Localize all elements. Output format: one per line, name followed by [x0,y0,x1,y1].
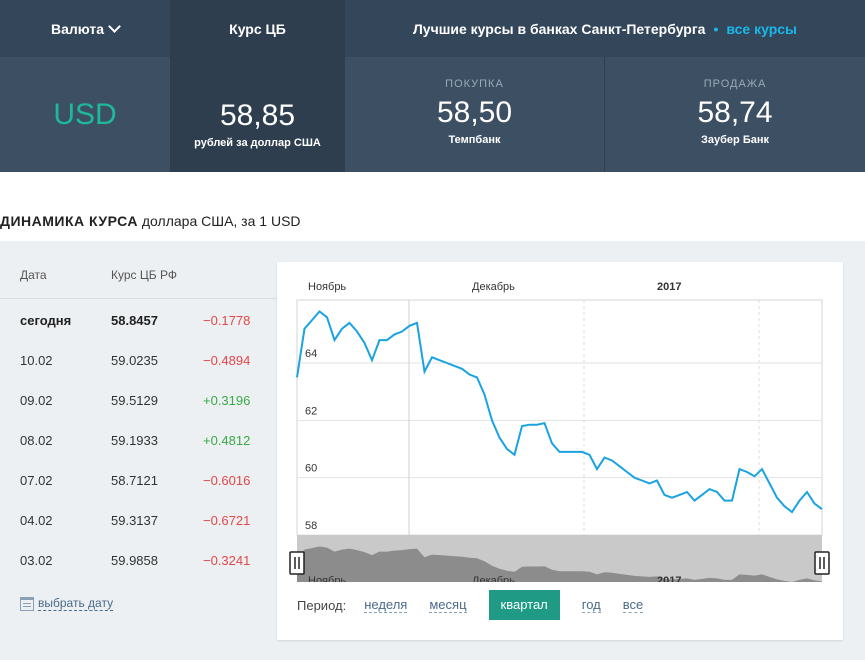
y-tick-label: 60 [305,463,317,475]
period-option-3[interactable]: год [581,597,601,613]
navigator-area [297,546,822,582]
currency-dropdown-label: Валюта [50,20,105,37]
row-date: 07.02 [20,473,53,488]
row-rate: 58.8457 [111,313,158,328]
all-rates-link[interactable]: все курсы [726,20,797,37]
table-row: 07.02 58.7121 −0.6016 [0,461,278,501]
table-row: 10.02 59.0235 −0.4894 [0,341,278,381]
column-rate: Курс ЦБ РФ [111,268,177,282]
row-change: −0.6721 [203,513,251,528]
y-tick-label: 64 [305,348,317,360]
period-label: Период: [297,597,347,613]
row-rate: 59.9858 [111,553,158,568]
table-row: 04.02 59.3137 −0.6721 [0,501,278,541]
row-change: +0.4812 [203,433,251,448]
cb-rate-value: 58,85 [219,99,296,132]
column-date: Дата [20,268,47,282]
row-rate: 59.3137 [111,513,158,528]
table-row: 09.02 59.5129 +0.3196 [0,381,278,421]
rate-chart: 58 60 62 64 Ноябрь Декабрь 2017 Ноябрь Декабрь 20… [289,281,830,582]
navigator-label: 2017 [657,575,681,582]
period-option-4[interactable]: все [622,597,644,613]
row-rate: 59.0235 [111,353,158,368]
table-header: Дата Курс ЦБ РФ [0,241,278,299]
sell-rate: ПРОДАЖА 58,74 Заубер Банк [605,57,865,172]
currency-dropdown[interactable]: Валюта [0,0,170,57]
sell-bank[interactable]: Заубер Банк [701,134,769,146]
row-date: 03.02 [20,553,53,568]
cb-rate-caption: рублей за доллар США [194,137,321,149]
calendar-icon [20,596,34,611]
buy-label: ПОКУПКА [445,78,504,90]
x-tick-label: Декабрь [472,281,515,293]
sell-value: 58,74 [697,96,773,129]
separator-dot: • [713,20,719,37]
dynamics-panel: Дата Курс ЦБ РФ сегодня 58.8457 −0.1778 10.… [0,241,865,660]
rates-row: USD 58,85 рублей за доллар США ПОКУПКА 5… [0,57,865,172]
row-rate: 59.5129 [111,393,158,408]
buy-value: 58,50 [436,96,513,129]
table-row: 08.02 59.1933 +0.4812 [0,421,278,461]
chart-card: 58 60 62 64 Ноябрь Декабрь 2017 Ноябрь Декабрь 20… [277,262,843,640]
x-tick-label: Ноябрь [308,281,346,293]
buy-rate: ПОКУПКА 58,50 Темпбанк [345,57,605,172]
row-date: 08.02 [20,433,53,448]
period-option-1[interactable]: месяц [429,597,467,613]
pick-date-label: выбрать дату [38,596,114,611]
row-rate: 59.1933 [111,433,158,448]
pick-date-link[interactable]: выбрать дату [20,596,114,611]
y-tick-label: 58 [305,520,317,532]
row-change: −0.3241 [203,553,251,568]
navigator-handle-left[interactable] [289,551,305,575]
top-bar: Валюта Курс ЦБ Лучшие курсы в банках Сан… [0,0,865,172]
currency-code: USD [53,97,117,131]
row-date: сегодня [20,313,72,328]
row-change: +0.3196 [203,393,251,408]
cb-rate-header: Курс ЦБ [170,0,345,57]
period-option-0[interactable]: неделя [364,597,408,613]
row-date: 09.02 [20,393,53,408]
row-rate: 58.7121 [111,473,158,488]
row-change: −0.6016 [203,473,251,488]
plot-area [296,299,823,536]
x-tick-label: 2017 [657,281,681,293]
best-rates-title: Лучшие курсы в банках Санкт-Петербурга [412,20,706,37]
row-date: 10.02 [20,353,53,368]
period-selector: Период: неделя месяц квартал год все [297,590,665,620]
section-title: ДИНАМИКА КУРСА доллара США, за 1 USD [0,213,301,229]
period-options: неделя месяц квартал год все [364,590,665,620]
section-title-rest: доллара США, за 1 USD [141,213,301,229]
series-line [296,310,823,514]
navigator-label: Ноябрь [308,575,346,582]
period-option-2[interactable]: квартал [488,590,560,620]
sell-label: ПРОДАЖА [703,78,767,90]
table-row: 03.02 59.9858 −0.3241 [0,541,278,581]
navigator-handle-right[interactable] [814,551,830,575]
y-tick-label: 62 [305,405,317,417]
header-row: Валюта Курс ЦБ Лучшие курсы в банках Сан… [0,0,865,57]
row-change: −0.4894 [203,353,251,368]
navigator-label: Декабрь [472,575,515,582]
chevron-down-icon [108,19,121,33]
row-date: 04.02 [20,513,53,528]
section-title-bold: ДИНАМИКА КУРСА [0,213,138,229]
table-row: сегодня 58.8457 −0.1778 [0,301,278,341]
buy-bank[interactable]: Темпбанк [448,134,501,146]
row-change: −0.1778 [203,313,251,328]
best-rates-header: Лучшие курсы в банках Санкт-Петербурга •… [345,0,865,57]
cb-rate: 58,85 рублей за доллар США [170,57,345,172]
